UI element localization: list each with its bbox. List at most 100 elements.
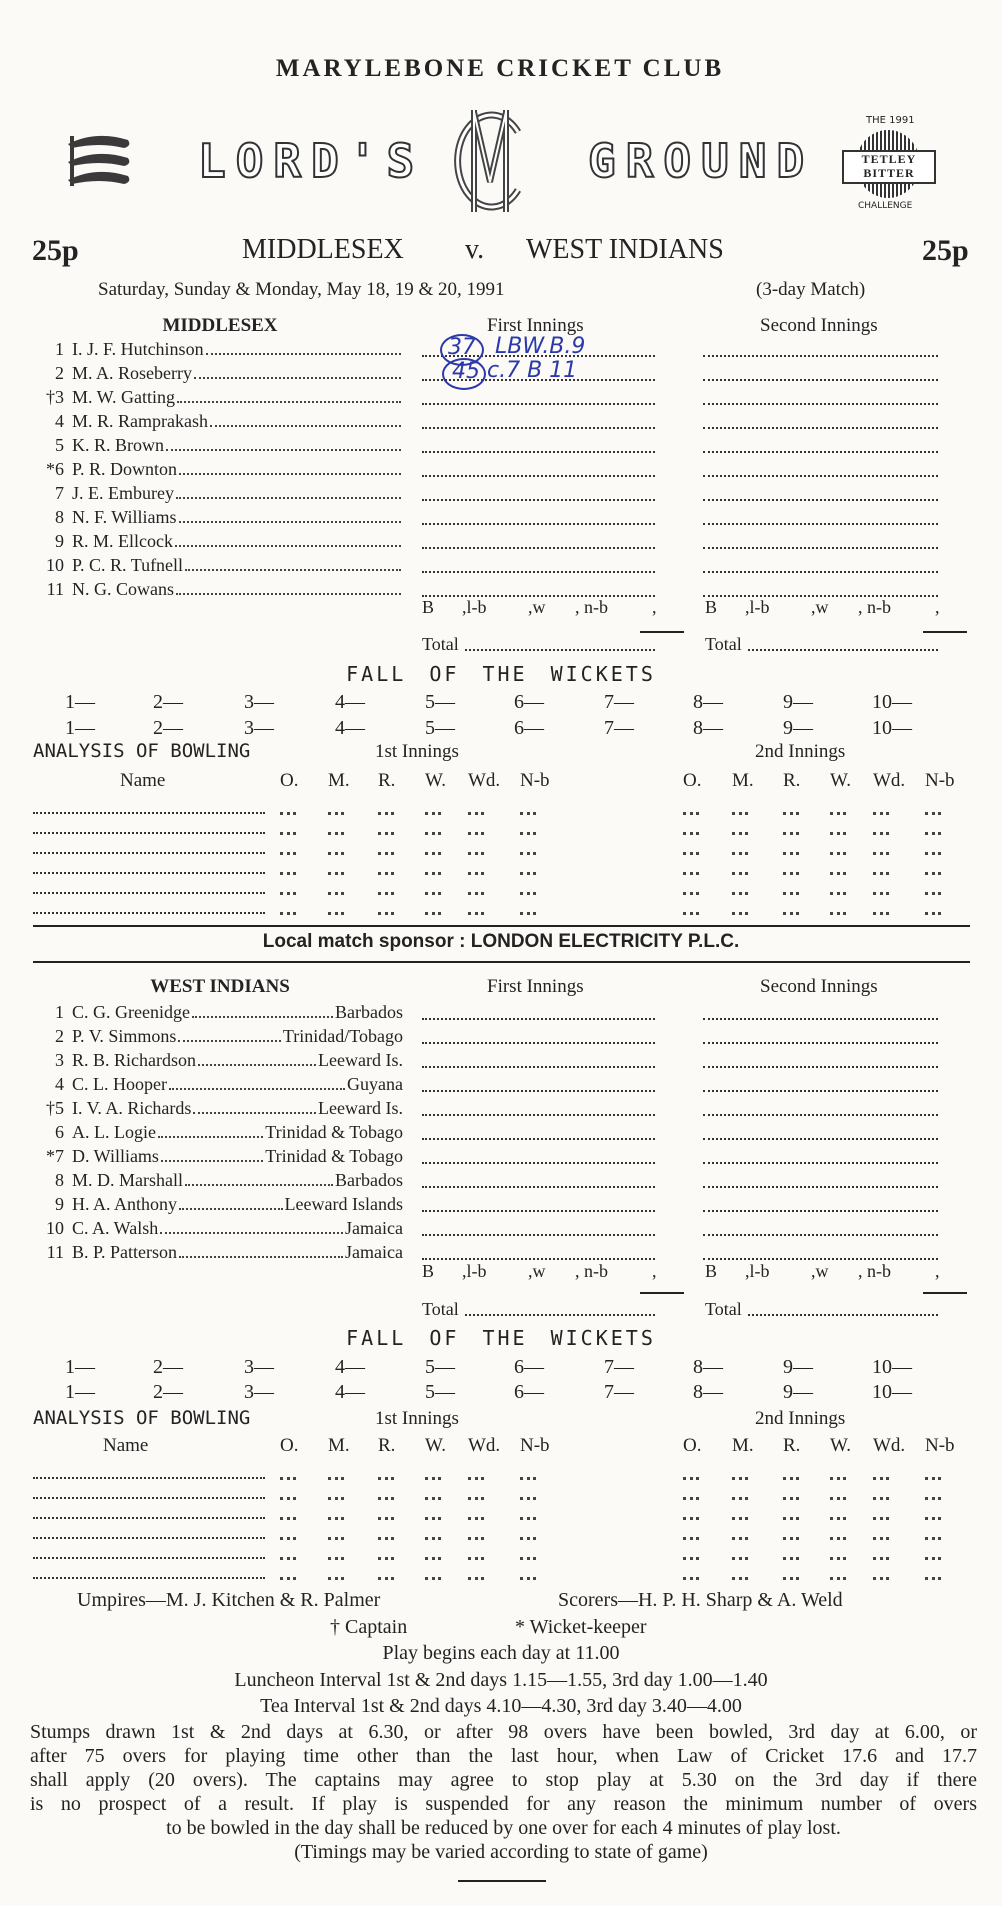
bowler-name-header: Name bbox=[120, 770, 166, 791]
player-name: M. R. Ramprakash bbox=[72, 411, 208, 431]
leader-dots bbox=[179, 1208, 283, 1210]
bowling-figure-entry bbox=[830, 1497, 846, 1500]
player-name: R. M. Ellcock bbox=[72, 531, 173, 551]
bowling-figure-entry bbox=[683, 912, 699, 915]
bowling-figure-entry bbox=[732, 912, 748, 915]
bowling-figure-entry bbox=[378, 1517, 394, 1520]
bowling-figure-entry bbox=[783, 1517, 799, 1520]
first-innings-entry bbox=[422, 1018, 655, 1020]
player-entry: P. V. Simmons Trinidad/Tobago bbox=[72, 1027, 403, 1045]
leader-dots bbox=[175, 497, 401, 499]
player-origin: Jamaica bbox=[345, 1218, 403, 1238]
runs-circle bbox=[442, 358, 486, 390]
first-total-entry bbox=[465, 1314, 655, 1316]
player-name: M. D. Marshall bbox=[72, 1170, 183, 1190]
bowling-figure-entry bbox=[425, 1477, 441, 1480]
player-origin: Barbados bbox=[335, 1002, 403, 1022]
mcc-monogram-icon bbox=[454, 110, 521, 212]
player-row: 1 I. J. F. Hutchinson bbox=[0, 340, 1002, 362]
bowling-figure-entry bbox=[783, 812, 799, 815]
first-innings-entry bbox=[422, 499, 655, 501]
leader-dots bbox=[198, 1064, 317, 1066]
player-name: C. L. Hooper bbox=[72, 1074, 167, 1094]
wicket-label: 8— bbox=[693, 717, 723, 739]
leader-dots bbox=[193, 1112, 317, 1114]
bowling-column-header: R. bbox=[378, 1435, 396, 1456]
bowling-figure-entry bbox=[280, 1537, 296, 1540]
bowling-figure-entry bbox=[830, 1517, 846, 1520]
bowling-figure-entry bbox=[732, 1477, 748, 1480]
match-type: (3-day Match) bbox=[756, 279, 866, 300]
player-name: M. W. Gatting bbox=[72, 387, 176, 407]
bowling-figure-entry bbox=[280, 832, 296, 835]
bowling-figure-entry bbox=[520, 852, 536, 855]
bowling-figure-entry bbox=[378, 812, 394, 815]
first-extras-lb: ,l-b bbox=[462, 597, 487, 617]
bowling-figure-entry bbox=[520, 892, 536, 895]
bowling-figure-entry bbox=[925, 892, 941, 895]
second-extras-lb: ,l-b bbox=[745, 597, 770, 617]
second-innings-entry bbox=[703, 523, 938, 525]
batting-order: 10 bbox=[46, 1218, 64, 1238]
batting-order: 8 bbox=[55, 1170, 64, 1190]
player-entry: K. R. Brown bbox=[72, 436, 403, 454]
bowling-figure-entry bbox=[873, 1477, 889, 1480]
wicket-label: 4— bbox=[335, 1381, 365, 1403]
leader-dots bbox=[179, 473, 401, 475]
bowling-figure-entry bbox=[683, 832, 699, 835]
wicket-label: 1— bbox=[65, 691, 95, 713]
leader-dots bbox=[168, 1088, 346, 1090]
bowling-figure-entry bbox=[468, 832, 484, 835]
bowling-first-innings: 1st Innings bbox=[375, 1408, 459, 1429]
player-origin: Leeward Islands bbox=[284, 1194, 403, 1214]
bowling-figure-entry bbox=[873, 1577, 889, 1580]
first-extras-nb: , n-b bbox=[575, 1261, 608, 1281]
wicket-label: 8— bbox=[693, 691, 723, 713]
player-entry: R. B. Richardson Leeward Is. bbox=[72, 1051, 403, 1069]
sponsor-name: LONDON ELECTRICITY P.L.C. bbox=[470, 931, 740, 952]
second-innings-entry bbox=[703, 379, 938, 381]
player-entry: D. Williams Trinidad & Tobago bbox=[72, 1147, 403, 1165]
first-innings-heading: First Innings bbox=[487, 315, 584, 336]
second-innings-entry bbox=[703, 1210, 938, 1212]
player-origin: Guyana bbox=[347, 1074, 403, 1094]
bowling-figure-entry bbox=[520, 1537, 536, 1540]
second-extras-w: ,w bbox=[811, 597, 829, 617]
bowling-figure-entry bbox=[873, 912, 889, 915]
fall-of-wickets-title: FALL OF THE WICKETS bbox=[346, 1326, 656, 1350]
batting-order: 2 bbox=[55, 1026, 64, 1046]
bowling-figure-entry bbox=[732, 892, 748, 895]
player-name: H. A. Anthony bbox=[72, 1194, 178, 1214]
bowling-figure-entry bbox=[732, 1557, 748, 1560]
player-name: P. V. Simmons bbox=[72, 1026, 177, 1046]
leader-dots bbox=[194, 377, 401, 379]
bowling-figure-entry bbox=[468, 852, 484, 855]
batting-order: *6 bbox=[46, 459, 64, 479]
leader-dots bbox=[178, 521, 401, 523]
bowling-column-header: W. bbox=[425, 770, 446, 791]
bowling-figure-entry bbox=[873, 872, 889, 875]
second-innings-entry bbox=[703, 1186, 938, 1188]
wicket-label: 2— bbox=[153, 717, 183, 739]
first-innings-entry bbox=[422, 523, 655, 525]
handwritten-runs: 45 bbox=[452, 359, 480, 384]
team-one-title: MIDDLESEX bbox=[242, 234, 404, 265]
bowling-figure-entry bbox=[280, 912, 296, 915]
luncheon-interval: Luncheon Interval 1st & 2nd days 1.15—1.… bbox=[234, 1669, 768, 1691]
bowling-figure-entry bbox=[683, 812, 699, 815]
wicket-label: 1— bbox=[65, 717, 95, 739]
bowling-figure-entry bbox=[520, 1517, 536, 1520]
wicket-label: 8— bbox=[693, 1381, 723, 1403]
wicket-label: 2— bbox=[153, 1356, 183, 1378]
bowling-figure-entry bbox=[830, 892, 846, 895]
wicket-label: 9— bbox=[783, 1381, 813, 1403]
first-innings-entry bbox=[422, 595, 655, 597]
bowling-column-header: M. bbox=[328, 770, 350, 791]
player-row: 4 C. L. Hooper Guyana bbox=[0, 1075, 1002, 1097]
first-innings-entry bbox=[422, 427, 655, 429]
leader-dots bbox=[175, 545, 401, 547]
bowling-figure-entry bbox=[683, 872, 699, 875]
tea-interval: Tea Interval 1st & 2nd days 4.10—4.30, 3… bbox=[260, 1695, 742, 1717]
player-name: B. P. Patterson bbox=[72, 1242, 178, 1262]
first-innings-entry bbox=[422, 547, 655, 549]
